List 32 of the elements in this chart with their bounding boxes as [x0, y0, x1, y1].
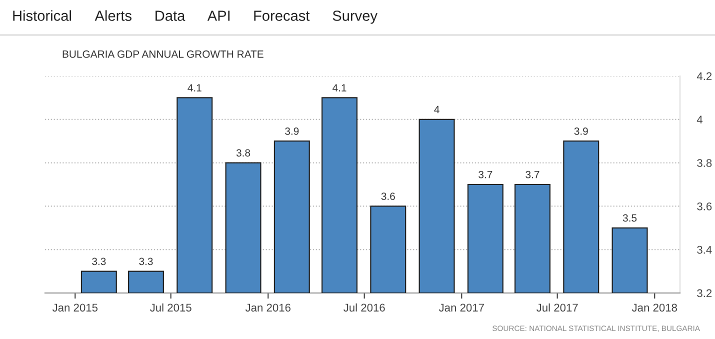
data-label: 3.6 — [381, 192, 395, 200]
data-label: 3.9 — [574, 128, 588, 135]
y-tick-label: 3.8 — [697, 159, 712, 167]
x-tick-label: Jan 2016 — [245, 304, 290, 312]
text: Forecast — [254, 10, 310, 21]
data-label: 3.7 — [526, 170, 540, 178]
x-tick-label: Jan 2015 — [52, 304, 98, 312]
x-tick-label: Jul 2017 — [536, 303, 578, 312]
y-tick-label: 4 — [696, 116, 703, 124]
data-label: 4.1 — [188, 84, 202, 92]
text: Historical — [13, 10, 71, 21]
y-tick-label: 3.4 — [697, 246, 712, 254]
y-tick-label: 3.2 — [697, 289, 712, 298]
y-tick-label: 4.2 — [696, 72, 712, 80]
x-tick-label: Jan 2018 — [632, 304, 677, 312]
data-label: 4 — [434, 106, 440, 114]
x-tick-label: Jan 2017 — [438, 304, 484, 312]
x-tick-label: Jul 2016 — [344, 303, 385, 312]
data-label: 3.3 — [139, 258, 153, 266]
text: API — [207, 10, 230, 21]
x-tick-label: Jul 2015 — [150, 303, 192, 312]
text: Alerts — [94, 10, 132, 21]
chart-title: BULGARIA GDP ANNUAL GROWTH RATE — [62, 50, 264, 58]
data-label: 3.9 — [285, 128, 299, 135]
data-label: 3.5 — [622, 214, 637, 222]
data-label: 3.3 — [92, 258, 106, 266]
data-label: 3.8 — [236, 149, 250, 157]
y-tick-label: 3.6 — [697, 202, 712, 210]
data-label: 4.1 — [332, 84, 346, 92]
data-label: 3.7 — [478, 170, 492, 178]
text: Survey — [332, 10, 378, 24]
text: Data — [156, 10, 186, 21]
